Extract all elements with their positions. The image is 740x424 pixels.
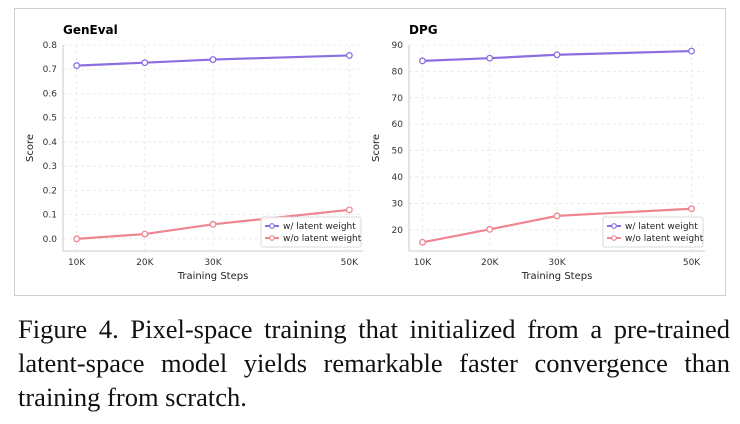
panel-2-y-tick-label: 70	[392, 94, 404, 104]
panel-2-series-2-point	[486, 225, 494, 233]
panel-1-legend: w/ latent weight w/o latent weight	[260, 216, 362, 248]
panel-2-y-tick-label: 60	[392, 120, 404, 130]
panel-1-series-2-point	[209, 220, 217, 228]
panel-2-legend-label: w/o latent weight	[625, 234, 704, 244]
panel-2-series-1-point	[553, 51, 561, 59]
panel-2-y-axis-label: Score	[371, 134, 382, 162]
panel-2-y-tick-label: 20	[392, 226, 404, 236]
panel-1-series-2-point	[73, 235, 81, 243]
panel-2-legend-label: w/ latent weight	[625, 222, 698, 232]
panel-1-x-axis-label: Training Steps	[177, 271, 249, 282]
panel-1-series-1-point	[141, 59, 149, 67]
panel-2-title: DPG	[409, 23, 438, 37]
panel-1-series-1-point	[209, 56, 217, 63]
panel-2-series-1-point	[688, 47, 695, 55]
figure-caption: Figure 4. Pixel-space training that init…	[18, 314, 730, 412]
panel-2-legend-swatch-marker	[611, 223, 617, 229]
panel-1-x-tick-label: 20K	[136, 258, 154, 268]
panel-2-x-tick-label: 20K	[481, 258, 499, 268]
panel-2-x-tick-label: 30K	[548, 258, 566, 268]
panel-1-legend-label: w/o latent weight	[283, 234, 362, 244]
panel-1-y-tick-label: 0.6	[43, 89, 58, 99]
panel-2-series-2-point	[419, 238, 426, 246]
panel-1-x-tick-label: 30K	[204, 258, 222, 268]
panel-1-series-1-line	[76, 54, 350, 67]
panel-2-y-tick-label: 30	[392, 199, 404, 209]
panel-1-x-tick-label: 10K	[68, 258, 86, 268]
panel-1-x-tick-label: 50K	[341, 258, 359, 268]
panel-2-y-tick-label: 90	[392, 41, 404, 51]
panel-1-title: GenEval	[63, 23, 118, 37]
panel-1-legend-swatch-marker	[269, 223, 275, 229]
panel-2-series-1-line	[422, 49, 692, 62]
panel-1-y-tick-label: 0.1	[43, 211, 57, 221]
panel-1-series-2-point	[141, 230, 149, 238]
panel-1-series-1-point	[345, 51, 353, 59]
panel-2-series-1-point	[419, 57, 426, 65]
panel-1-legend-label: w/ latent weight	[283, 222, 356, 232]
panel-2-chart: DPG 20 30 40 50 60 70 80 90 10K 20K 30K 50K Training …	[371, 23, 705, 282]
panel-1-legend-box	[260, 216, 362, 248]
panel-1-y-tick-label: 0.0	[43, 235, 58, 245]
panel-1-series-2-point	[345, 206, 353, 214]
panel-1-y-tick-label: 0.2	[43, 186, 57, 196]
panel-1-y-axis-label: Score	[25, 134, 36, 162]
panel-1-series-1-point	[73, 62, 81, 70]
panel-1-y-tick-label: 0.4	[43, 138, 58, 148]
panel-2-x-tick-label: 50K	[683, 258, 701, 268]
panel-1-y-tick-label: 0.5	[43, 114, 57, 124]
panel-2-x-axis-label: Training Steps	[521, 271, 593, 282]
panel-2-series-2-line	[422, 207, 692, 244]
panel-1-chart: GenEval 0.0 0.1 0.2 0.3 0.4 0.5 0.6 0.7 0.8 10K 20K…	[25, 23, 363, 282]
panel-2-x-tick-label: 10K	[414, 258, 432, 268]
panel-2-y-tick-label: 50	[392, 147, 404, 157]
panel-1-y-tick-label: 0.8	[43, 41, 58, 51]
panel-2-y-tick-label: 80	[392, 67, 404, 77]
panel-1-legend-swatch-marker	[269, 235, 275, 241]
panel-2-legend-swatch-marker	[611, 235, 617, 241]
panel-2-y-tick-label: 40	[392, 173, 404, 183]
panel-2-legend: w/ latent weight w/o latent weight	[602, 216, 704, 248]
figure-frame: GenEval 0.0 0.1 0.2 0.3 0.4 0.5 0.6 0.7 0.8 10K 20K…	[14, 8, 726, 296]
panel-2-series-2-point	[688, 205, 695, 213]
panel-1-y-tick-label: 0.3	[43, 162, 57, 172]
charts-canvas: GenEval 0.0 0.1 0.2 0.3 0.4 0.5 0.6 0.7 0.8 10K 20K…	[25, 23, 705, 282]
panel-2-series-2-point	[553, 212, 561, 220]
panel-2-series-1-point	[486, 54, 494, 62]
panel-2-legend-box	[602, 216, 704, 248]
panel-1-y-tick-label: 0.7	[43, 65, 57, 75]
